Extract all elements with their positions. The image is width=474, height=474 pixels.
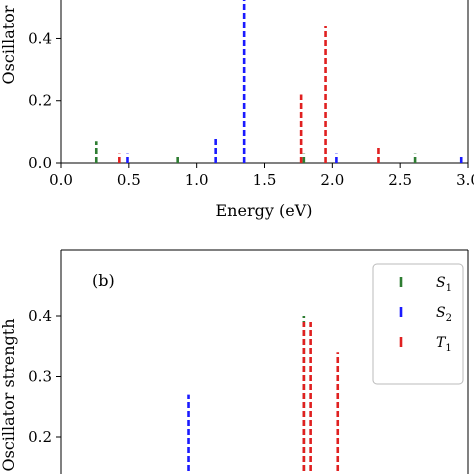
panel-b-label: (b) bbox=[92, 271, 115, 290]
x-tick-label: 0.0 bbox=[49, 171, 73, 189]
panel-a: 0.0 0.5 1.0 1.5 2.0 2.5 3.0 0.0 0.2 0.4 Energy (e… bbox=[0, 0, 474, 220]
panel-a-bars bbox=[94, 0, 463, 163]
y-tick-label: 0.2 bbox=[28, 428, 52, 446]
panel-a-ylabel: Oscillator bbox=[0, 5, 18, 84]
panel-b-ylabel: Oscillator strength bbox=[0, 318, 18, 471]
legend-label-subscript: 1 bbox=[445, 343, 451, 354]
x-tick-label: 1.0 bbox=[185, 171, 209, 189]
y-tick-label: 0.0 bbox=[28, 154, 52, 172]
x-tick-label: 2.0 bbox=[320, 171, 344, 189]
x-tick-label: 2.5 bbox=[388, 171, 412, 189]
panel-b-bars bbox=[187, 316, 340, 474]
panel-b-ticks: 0.2 0.3 0.4 bbox=[28, 307, 61, 446]
legend-label: S1 bbox=[436, 275, 452, 294]
legend-label-subscript: 1 bbox=[446, 283, 452, 294]
y-tick-label: 0.3 bbox=[28, 368, 52, 386]
legend-label-main: S bbox=[436, 275, 446, 291]
legend-label-main: S bbox=[436, 305, 446, 321]
panel-a-ticks: 0.0 0.5 1.0 1.5 2.0 2.5 3.0 0.0 0.2 0.4 bbox=[28, 29, 474, 189]
legend-label-subscript: 2 bbox=[446, 313, 452, 324]
x-tick-label: 3.0 bbox=[456, 171, 474, 189]
x-tick-label: 0.5 bbox=[117, 171, 141, 189]
y-tick-label: 0.4 bbox=[28, 29, 52, 47]
panel-a-xlabel: Energy (eV) bbox=[216, 201, 313, 220]
legend-box bbox=[372, 263, 464, 385]
x-tick-label: 1.5 bbox=[253, 171, 277, 189]
legend-label: S2 bbox=[436, 305, 452, 324]
legend-label-main: T bbox=[436, 335, 447, 351]
y-tick-label: 0.2 bbox=[28, 92, 52, 110]
y-tick-label: 0.4 bbox=[28, 307, 52, 325]
legend-label: T1 bbox=[436, 335, 452, 354]
